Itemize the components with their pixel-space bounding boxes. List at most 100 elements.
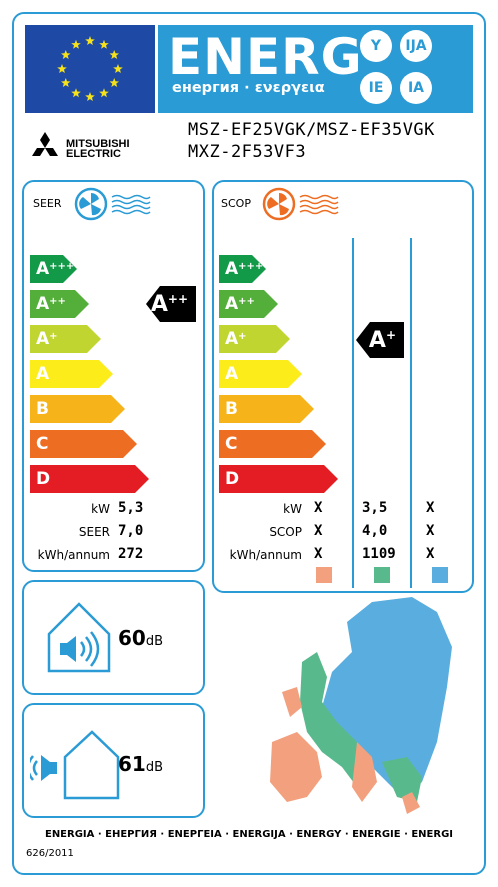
scop-indicator-text: A [368,327,386,353]
indicator-plus-label: + [385,328,396,342]
scop-row-value: X [314,500,323,516]
fan-orange-icon [262,187,339,221]
seer-class-ap: A + [30,325,101,353]
three-diamonds-icon [32,132,58,156]
energ-subtitle: енергия · ενεργεια [172,80,325,96]
indoor-speaker-icon [47,602,111,673]
scop-title: SCOP [221,197,251,210]
eu-star-icon [71,39,81,49]
seer-row-value: 272 [118,546,144,562]
seer-class-d: D [30,465,149,493]
class-label: B [36,399,49,419]
eu-star-icon [99,88,109,98]
scop-panel [212,180,474,593]
model-line1: MSZ-EF25VGK/MSZ-EF35VGK [188,120,435,140]
eu-stars-icon [57,36,123,101]
class-label: D [36,469,51,489]
class-label: A [36,259,50,279]
scop-row-label: kWh/annum [229,548,302,562]
scop-class-c: C [219,430,326,458]
class-label: A [36,329,50,349]
scop-column-divider-1 [352,238,354,588]
scop-row-value: X [314,523,323,539]
eu-star-icon [85,36,95,45]
seer-class-app: A ++ [30,290,89,318]
energ-title: ENERG [168,28,363,86]
noise-outdoor-panel [22,703,205,818]
noise-indoor-unit: dB [145,634,164,649]
lang-code-y: Y [360,30,392,62]
fan-blue-icon [74,187,151,221]
class-plus-label: + [49,330,58,342]
class-plus-label: ++ [238,295,255,307]
seer-row-value: 7,0 [118,523,144,539]
model-line2: MXZ-2F53VF3 [188,142,307,162]
label-frame [12,12,486,875]
eu-star-icon [113,64,123,73]
seer-class-b: B [30,395,125,423]
zone-square-warmer [316,567,332,583]
class-plus-label: +++ [238,260,264,272]
eu-star-icon [61,78,71,87]
indicator-plus-label: ++ [167,292,188,306]
scop-class-a: A [219,360,302,388]
seer-row-label: kWh/annum [37,548,110,562]
class-plus-label: +++ [49,260,75,272]
regulation-number: 626/2011 [26,848,74,859]
class-plus-label: ++ [49,295,66,307]
class-label: A [225,259,239,279]
class-label: A [225,329,239,349]
brand-name: MITSUBISHI ELECTRIC [66,138,130,160]
scop-row-value: X [426,523,435,539]
footer-languages: ENERGIA · ЕНЕРГИЯ · ΕΝΕΡΓΕΙΑ · ENERGIJA … [44,829,454,840]
scop-class-d: D [219,465,338,493]
brand-line2: ELECTRIC [66,148,121,160]
eu-star-icon [57,64,67,73]
europe-climate-map-icon [270,597,452,814]
seer-indicator-text: A [150,291,168,317]
class-label: B [225,399,238,419]
noise-outdoor-number: 61 [118,752,146,776]
class-label: A [225,364,239,384]
class-label: A [225,294,239,314]
scop-row-value: 4,0 [362,523,388,539]
eu-star-icon [71,88,81,98]
scop-row-value: 1109 [362,546,396,562]
class-label: A [36,294,50,314]
class-label: C [225,434,238,454]
seer-row-label: SEER [78,525,110,539]
scop-row-value: X [426,546,435,562]
class-label: C [36,434,49,454]
brand-line1: MITSUBISHI [66,138,130,150]
noise-outdoor-value: 61dB [118,752,163,776]
zone-square-average [374,567,390,583]
eu-star-icon [61,50,71,59]
class-label: A [36,364,50,384]
eu-star-icon [109,50,119,59]
lang-code-ia: IA [400,72,432,104]
scop-class-ap: A + [219,325,290,353]
eu-star-icon [85,92,95,101]
seer-title: SEER [33,197,62,210]
noise-indoor-number: 60 [118,626,146,650]
noise-indoor-panel [22,580,205,695]
scop-class-app: A ++ [219,290,278,318]
seer-row-value: 5,3 [118,500,144,516]
seer-class-a: A [30,360,113,388]
scop-row-value: 3,5 [362,500,388,516]
seer-row-label: kW [91,502,110,516]
seer-class-c: C [30,430,137,458]
scop-row-value: X [314,546,323,562]
lang-code-ija: IJA [400,30,432,62]
scop-column-divider-2 [410,238,412,588]
class-label: D [225,469,240,489]
seer-panel [22,180,205,572]
scop-class-b: B [219,395,314,423]
eu-flag [25,25,155,113]
lang-code-ie: IE [360,72,392,104]
noise-outdoor-unit: dB [145,760,164,775]
class-plus-label: + [238,330,247,342]
scop-row-value: X [426,500,435,516]
eu-star-icon [99,39,109,49]
